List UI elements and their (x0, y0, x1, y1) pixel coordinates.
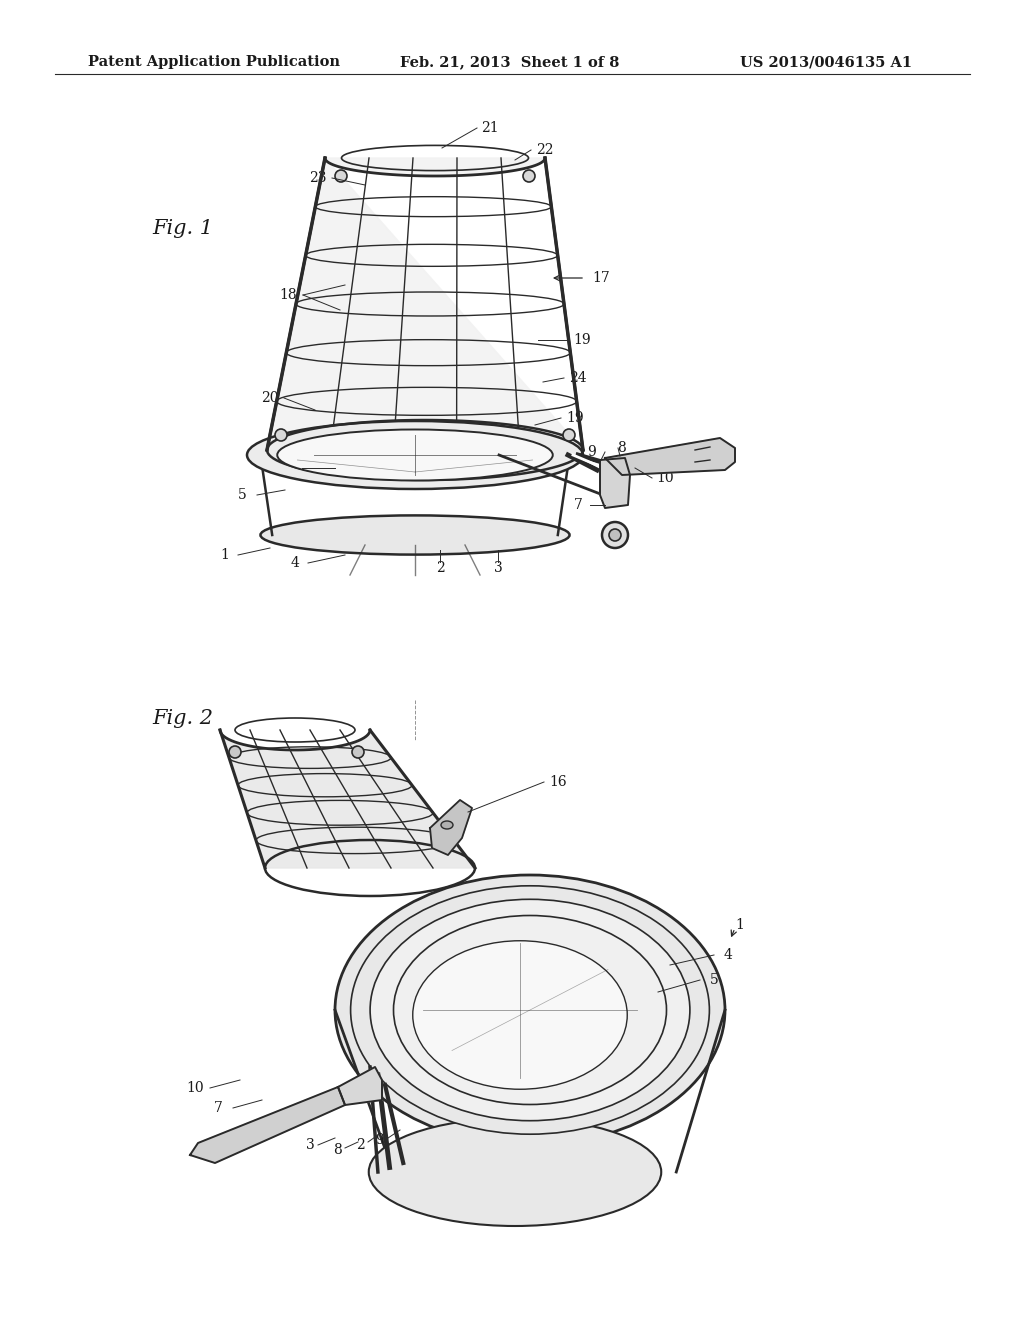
Text: 7: 7 (573, 498, 583, 512)
Text: 8: 8 (617, 441, 627, 455)
Text: 2: 2 (355, 1138, 365, 1152)
Text: 8: 8 (333, 1143, 341, 1158)
Text: 5: 5 (238, 488, 247, 502)
Ellipse shape (350, 886, 710, 1134)
Ellipse shape (247, 421, 583, 488)
Circle shape (275, 429, 287, 441)
Text: 22: 22 (537, 143, 554, 157)
Text: 20: 20 (261, 391, 279, 405)
Text: 1: 1 (735, 917, 744, 932)
Text: 10: 10 (186, 1081, 204, 1096)
Text: US 2013/0046135 A1: US 2013/0046135 A1 (740, 55, 912, 69)
Text: 5: 5 (710, 973, 719, 987)
Text: 7: 7 (214, 1101, 222, 1115)
Polygon shape (220, 730, 475, 869)
Text: 23: 23 (309, 172, 327, 185)
Text: 4: 4 (724, 948, 732, 962)
Text: 25: 25 (279, 461, 296, 475)
Circle shape (335, 170, 347, 182)
Text: 19: 19 (566, 411, 584, 425)
Polygon shape (605, 438, 735, 475)
Text: 4: 4 (291, 556, 299, 570)
Text: 2: 2 (435, 561, 444, 576)
Text: Fig. 2: Fig. 2 (152, 709, 213, 727)
Text: 21: 21 (481, 121, 499, 135)
Polygon shape (267, 158, 583, 450)
Text: 10: 10 (656, 471, 674, 484)
Ellipse shape (260, 515, 569, 554)
Text: 17: 17 (592, 271, 609, 285)
Text: Patent Application Publication: Patent Application Publication (88, 55, 340, 69)
Text: 3: 3 (494, 561, 503, 576)
Text: 3: 3 (305, 1138, 314, 1152)
Circle shape (609, 529, 621, 541)
Ellipse shape (393, 916, 667, 1105)
Ellipse shape (278, 429, 553, 480)
Text: 19: 19 (573, 333, 591, 347)
Ellipse shape (441, 821, 453, 829)
Polygon shape (430, 800, 472, 855)
Ellipse shape (370, 899, 690, 1121)
Ellipse shape (413, 941, 628, 1089)
Text: 24: 24 (569, 371, 587, 385)
Polygon shape (600, 458, 630, 508)
Text: Feb. 21, 2013  Sheet 1 of 8: Feb. 21, 2013 Sheet 1 of 8 (400, 55, 620, 69)
Text: 16: 16 (549, 775, 567, 789)
Text: Fig. 1: Fig. 1 (152, 219, 213, 238)
Circle shape (602, 521, 628, 548)
Ellipse shape (335, 875, 725, 1144)
Circle shape (229, 746, 241, 758)
Text: 18: 18 (280, 288, 297, 302)
Circle shape (352, 746, 364, 758)
Circle shape (563, 429, 575, 441)
Text: 9: 9 (376, 1133, 384, 1147)
Polygon shape (338, 1067, 382, 1105)
Text: 1: 1 (220, 548, 229, 562)
Circle shape (523, 170, 535, 182)
Polygon shape (190, 1086, 345, 1163)
Ellipse shape (369, 1118, 662, 1226)
Text: 9: 9 (588, 445, 596, 459)
